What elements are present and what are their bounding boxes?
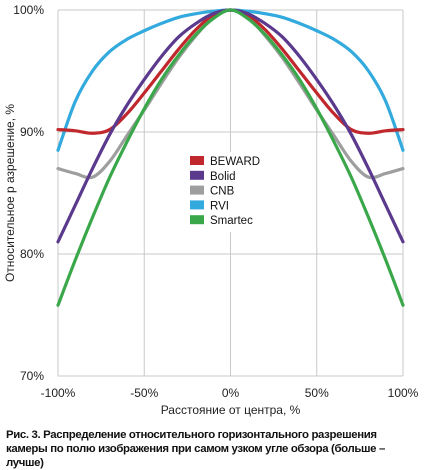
line-chart: 70%80%90%100% -100% -50% 0% 50% 100% BEWARDB… <box>3 3 419 417</box>
figure-caption: Рис. 3. Распределение относительного гор… <box>6 429 385 469</box>
y-tick-label: 90% <box>20 125 44 139</box>
x-tick-label: -50% <box>130 386 158 400</box>
legend-label-rvi: RVI <box>210 200 229 212</box>
x-tick-label: 50% <box>305 386 329 400</box>
legend: BEWARD Bolid CNB RVI Smartec <box>186 152 270 232</box>
legend-swatch-beward <box>190 156 204 165</box>
series-lines <box>56 8 405 307</box>
legend-label-beward: BEWARD <box>210 156 260 168</box>
y-axis-label: Относительное р азрешение, % <box>3 104 17 282</box>
y-tick-label: 70% <box>20 369 44 383</box>
legend-label-bolid: Bolid <box>210 171 236 183</box>
legend-swatch-rvi <box>190 200 204 210</box>
legend-swatch-smartec <box>190 215 204 225</box>
x-tick-label: -100% <box>41 386 76 400</box>
series-line-smartec <box>56 8 405 307</box>
legend-label-smartec: Smartec <box>210 215 253 227</box>
x-tick-label: 0% <box>222 386 240 400</box>
x-axis-label: Расстояние от центра, % <box>161 403 301 417</box>
y-tick-label: 100% <box>13 3 44 17</box>
y-tick-label: 80% <box>20 247 44 261</box>
x-tick-labels: -100% -50% 0% 50% 100% <box>41 386 419 400</box>
y-tick-labels: 70% 80% 90% 100% <box>13 3 44 383</box>
legend-label-cnb: CNB <box>210 186 235 198</box>
legend-swatch-cnb <box>190 185 204 195</box>
x-tick-label: 100% <box>388 386 419 400</box>
legend-swatch-bolid <box>190 170 204 180</box>
